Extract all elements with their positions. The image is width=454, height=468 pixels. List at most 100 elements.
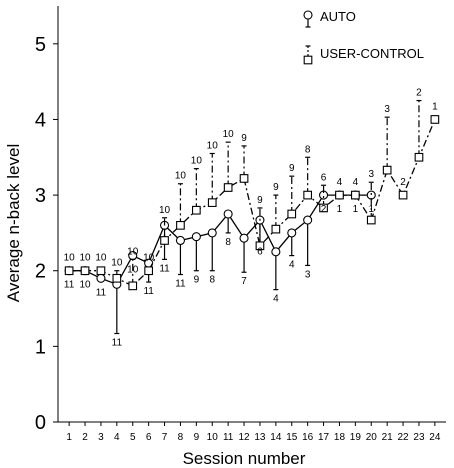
user-control-point: [319, 203, 328, 213]
user-control-n-label: 10: [95, 253, 107, 264]
user-control-point: [414, 152, 424, 162]
y-tick-label: 2: [35, 261, 46, 283]
auto-n-label: 11: [175, 279, 186, 290]
auto-n-label: 1: [353, 204, 359, 215]
user-control-point: [191, 205, 201, 215]
auto-point: [191, 232, 201, 242]
x-tick-label: 16: [302, 432, 314, 443]
user-control-point: [64, 266, 74, 276]
auto-n-label: 1: [368, 204, 374, 215]
x-tick-label: 17: [318, 432, 330, 443]
x-tick-label: 13: [254, 432, 266, 443]
x-tick-label: 4: [114, 432, 120, 443]
auto-n-label: 11: [143, 286, 154, 297]
x-tick-label: 5: [130, 432, 136, 443]
user-control-n-label: 10: [127, 246, 139, 257]
x-tick-label: 2: [82, 432, 88, 443]
x-tick-label: 9: [194, 432, 200, 443]
user-control-n-label: 2: [400, 177, 406, 188]
user-control-point: [144, 266, 153, 276]
auto-point: [303, 215, 313, 225]
x-tick-label: 23: [413, 432, 425, 443]
auto-n-label: 4: [273, 294, 279, 305]
auto-point: [271, 247, 281, 257]
user-control-n-label: 10: [79, 253, 91, 264]
y-tick-label: 0: [35, 412, 46, 434]
user-control-n-label: 10: [175, 171, 187, 182]
x-tick-label: 14: [270, 432, 282, 443]
user-control-point: [303, 190, 313, 200]
user-control-point: [96, 266, 106, 276]
user-control-point: [160, 236, 169, 245]
auto-n-label: 2: [321, 204, 327, 215]
user-control-point: [128, 281, 138, 291]
y-tick-label: 1: [35, 336, 46, 358]
user-control-n-label: 2: [416, 88, 422, 99]
auto-point: [207, 228, 217, 238]
legend-entry-user-control: USER-CONTROL: [303, 45, 424, 65]
user-control-n-label: 1: [432, 101, 438, 112]
auto-n-label: 1: [337, 204, 343, 215]
user-control-point: [239, 174, 249, 183]
auto-n-label: 8: [209, 275, 215, 286]
y-tick-label: 5: [35, 34, 46, 56]
user-control-n-label: 9: [289, 163, 295, 174]
x-tick-label: 8: [178, 432, 184, 443]
user-control-point: [335, 190, 344, 200]
x-tick-label: 1: [66, 432, 72, 443]
user-control-n-label: 9: [257, 195, 263, 206]
user-control-point: [271, 224, 281, 234]
user-control-n-label: 9: [241, 133, 247, 144]
x-tick-label: 6: [146, 432, 152, 443]
legend-square-marker: [303, 55, 313, 65]
user-control-n-label: 8: [305, 144, 311, 155]
auto-point: [287, 228, 297, 238]
user-control-n-label: 10: [223, 129, 235, 140]
auto-point: [223, 209, 233, 219]
auto-n-label: 11: [64, 280, 75, 291]
user-control-point: [112, 273, 122, 283]
x-tick-label: 20: [366, 432, 378, 443]
user-control-n-label: 10: [207, 140, 219, 151]
auto-n-label: 4: [289, 260, 295, 271]
user-control-n-label: 9: [273, 182, 279, 193]
user-control-n-label: 10: [64, 253, 76, 264]
user-control-n-label: 10: [111, 258, 123, 269]
x-tick-label: 3: [98, 432, 104, 443]
y-axis-ticks: 0 1 2 3 4 5: [35, 34, 58, 434]
user-control-line: [69, 119, 436, 287]
auto-n-label: 6: [257, 247, 263, 258]
user-control-point: [255, 241, 265, 251]
auto-n-label: 11: [96, 287, 107, 298]
series-layer: [64, 99, 440, 335]
legend-circle-marker: [303, 10, 313, 20]
auto-n-label: 9: [194, 275, 200, 286]
user-control-point: [398, 190, 408, 200]
user-control-point: [382, 165, 392, 175]
auto-n-label: 3: [305, 269, 311, 280]
user-control-point: [366, 215, 376, 225]
x-tick-label: 15: [286, 432, 298, 443]
auto-n-label: 11: [159, 263, 170, 274]
legend-label-user-control: USER-CONTROL: [320, 46, 424, 61]
auto-point: [239, 233, 249, 243]
legend: AUTO USER-CONTROL: [303, 9, 424, 65]
x-tick-label: 10: [207, 432, 219, 443]
user-control-point: [287, 209, 297, 219]
x-axis-title: Session number: [183, 449, 306, 468]
user-control-point: [80, 266, 90, 276]
x-tick-label: 7: [162, 432, 168, 443]
y-tick-label: 3: [35, 185, 46, 207]
auto-n-label: 7: [241, 276, 247, 287]
legend-entry-auto: AUTO: [303, 9, 356, 28]
x-tick-label: 12: [238, 432, 250, 443]
auto-point: [96, 273, 106, 283]
user-control-n-label: 10: [159, 205, 171, 216]
x-axis-ticks: 1 2 3 4 5 6 7 8 9 10 11 12 13 14 15 16 17 18 19 20 21 22 23 24: [66, 422, 441, 443]
user-control-n-label: 4: [353, 177, 359, 188]
user-control-point: [351, 190, 360, 200]
auto-point: [175, 235, 185, 246]
